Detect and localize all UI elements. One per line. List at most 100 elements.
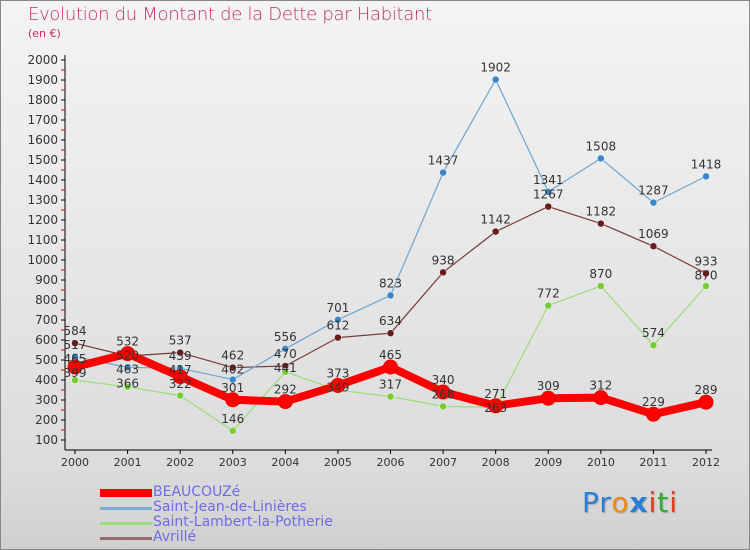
data-label: 870 [589,267,612,281]
data-point [281,368,290,376]
data-point [544,202,552,211]
data-point [277,394,293,410]
unit-label: (en €) [28,27,61,40]
legend-swatch [100,536,152,540]
data-label: 556 [274,330,297,344]
data-label: 574 [642,326,665,340]
proxiti-logo: Proxiti [582,486,679,519]
y-tick-label: 800 [35,293,58,307]
legend-swatch [100,506,152,510]
data-point [649,198,658,207]
data-point [383,359,398,375]
data-point [281,345,290,353]
data-label: 309 [537,379,560,393]
data-point [120,346,136,362]
data-point [71,376,79,384]
data-label: 584 [64,324,87,338]
chart-title: Evolution du Montant de la Dette par Hab… [28,4,432,25]
data-label: 292 [274,383,297,397]
data-label: 465 [64,352,87,366]
data-label: 938 [432,253,455,267]
data-point [439,268,447,277]
y-tick-label: 500 [35,353,58,367]
y-tick-label: 1000 [27,253,58,267]
data-label: 1069 [638,227,669,241]
y-tick-label: 1800 [27,93,58,107]
x-tick-label: 2006 [377,456,405,469]
legend-label: Saint-Jean-de-Linières [153,499,307,515]
y-tick-label: 1400 [27,173,58,187]
data-point [176,391,184,400]
data-label: 1287 [638,184,669,198]
y-tick-label: 1700 [27,113,58,127]
legend-label: BEAUCOUZé [153,484,241,500]
legend-swatch [100,489,152,497]
data-label: 322 [169,377,192,391]
x-tick-label: 2012 [692,456,720,469]
x-tick-label: 2004 [271,456,299,469]
x-tick-label: 2000 [61,456,89,469]
data-point [67,359,83,375]
data-label: 459 [169,349,192,363]
data-point [491,227,500,236]
data-point [488,398,504,414]
data-label: 366 [116,377,139,391]
data-point [71,339,79,347]
data-point [702,269,710,278]
data-point [544,188,552,196]
data-label: 1418 [691,157,722,171]
y-tick-label: 400 [35,373,58,387]
y-tick-label: 1200 [27,213,58,227]
data-label: 340 [432,373,455,387]
data-label: 312 [589,379,612,393]
data-label: 470 [274,347,297,361]
data-label: 1341 [533,173,564,187]
data-point [597,154,605,163]
data-label: 462 [221,349,244,363]
data-label: 146 [221,412,244,426]
y-tick-label: 300 [35,393,58,407]
data-label: 517 [64,338,87,352]
data-point [702,282,710,290]
data-label: 289 [695,383,718,397]
data-label: 537 [169,334,192,348]
data-label: 229 [642,395,665,409]
data-label: 1902 [480,61,511,75]
data-point [386,291,395,300]
data-point [225,392,241,408]
legend-swatch [100,521,152,525]
x-tick-label: 2011 [639,456,667,469]
data-label: 532 [116,335,139,349]
data-label: 701 [326,301,349,315]
data-label: 933 [695,254,718,268]
y-tick-label: 1900 [27,73,58,87]
data-point [334,333,342,342]
data-point [172,369,188,385]
y-tick-label: 900 [35,273,58,287]
x-tick-label: 2002 [166,456,194,469]
data-label: 520 [116,349,139,363]
y-tick-label: 1500 [27,153,58,167]
data-point [229,375,237,384]
data-label: 317 [379,378,402,392]
data-label: 1437 [428,154,459,168]
data-point [439,168,447,177]
data-point [386,329,395,337]
y-tick-label: 700 [35,313,58,327]
data-label: 399 [64,366,87,380]
y-tick-label: 1100 [27,233,58,247]
data-point [540,390,556,406]
data-label: 301 [221,381,244,395]
x-tick-label: 2010 [587,456,615,469]
data-label: 465 [379,348,402,362]
data-point [176,348,184,357]
data-point [597,282,605,290]
data-label: 772 [537,287,560,301]
data-point [330,377,346,393]
data-label: 1267 [533,188,564,202]
data-label: 463 [116,363,139,377]
data-point [702,172,710,181]
legend-label: Saint-Lambert-la-Potherie [153,514,333,530]
data-label: 1142 [480,213,511,227]
